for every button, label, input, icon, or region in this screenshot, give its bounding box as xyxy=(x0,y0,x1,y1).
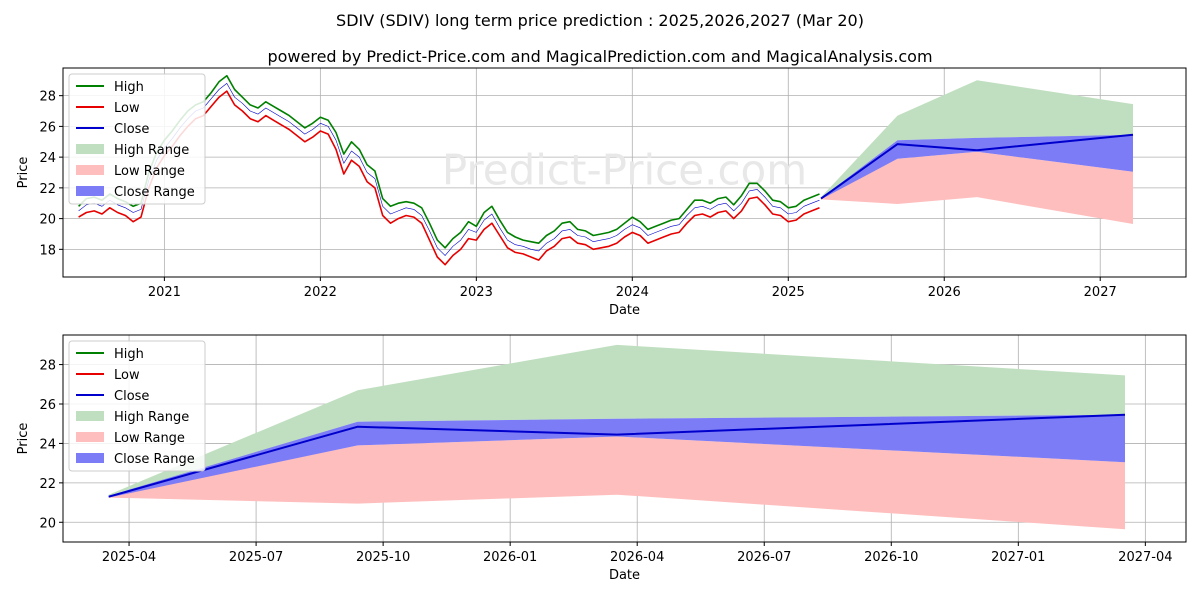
legend-swatch-close-range xyxy=(76,453,104,463)
y-tick-label: 26 xyxy=(39,120,56,135)
high-range-band xyxy=(108,344,1125,497)
legend-label: Low Range xyxy=(114,164,185,179)
legend-label: Close Range xyxy=(114,185,195,200)
legend-label: Close xyxy=(114,389,149,404)
legend-label: Close xyxy=(114,122,149,137)
close-range-band xyxy=(821,134,1133,200)
y-tick-label: 22 xyxy=(39,182,56,197)
x-tick-label: 2027-04 xyxy=(1118,550,1172,565)
legend-label: Close Range xyxy=(114,452,195,467)
x-tick-label: 2025-10 xyxy=(356,550,410,565)
y-tick-label: 26 xyxy=(39,398,56,413)
chart-subtitle: powered by Predict-Price.com and Magical… xyxy=(267,47,932,66)
legend: High Low Close High Range Low Range Close Ran… xyxy=(68,340,206,472)
bottom-chart-panel: Predict-Price.com2025-042025-072025-1020… xyxy=(16,334,1187,583)
legend-label: High Range xyxy=(114,143,189,158)
y-axis-label: Price xyxy=(16,423,31,455)
x-tick-label: 2026-04 xyxy=(610,550,664,565)
legend-label: Low xyxy=(114,101,140,116)
x-tick-label: 2026-01 xyxy=(483,550,537,565)
x-tick-label: 2026-10 xyxy=(864,550,918,565)
x-axis-label: Date xyxy=(609,303,640,318)
legend-label: High xyxy=(114,80,144,95)
y-tick-label: 24 xyxy=(39,151,56,166)
x-tick-label: 2022 xyxy=(304,285,337,300)
legend-label: Low xyxy=(114,368,140,383)
x-axis-label: Date xyxy=(609,568,640,583)
close-range-band xyxy=(108,414,1125,498)
legend: High Low Close High Range Low Range Close Ran… xyxy=(68,73,206,205)
legend-swatch-low-range xyxy=(76,432,104,442)
close-forecast-line xyxy=(820,133,1134,200)
y-axis-label: Price xyxy=(16,157,31,189)
legend-label: Low Range xyxy=(114,431,185,446)
y-tick-label: 28 xyxy=(39,359,56,374)
legend-label: High xyxy=(114,347,144,362)
low-range-band xyxy=(821,151,1133,224)
low-range-band xyxy=(108,436,1125,530)
chart-title: SDIV (SDIV) long term price prediction :… xyxy=(336,11,864,30)
legend-label: High Range xyxy=(114,410,189,425)
close-forecast-line xyxy=(108,413,1126,498)
y-tick-label: 28 xyxy=(39,90,56,105)
x-tick-label: 2026 xyxy=(928,285,961,300)
legend-swatch-high-range xyxy=(76,411,104,421)
legend-swatch-close-range xyxy=(76,186,104,196)
watermark-text: Predict-Price.com xyxy=(442,146,807,195)
high-range-band xyxy=(821,80,1133,199)
x-tick-label: 2027 xyxy=(1084,285,1117,300)
plot-frame xyxy=(62,67,1187,278)
x-tick-label: 2021 xyxy=(148,285,181,300)
x-tick-label: 2027-01 xyxy=(991,550,1045,565)
x-tick-label: 2024 xyxy=(616,285,649,300)
x-tick-label: 2025-07 xyxy=(229,550,283,565)
y-tick-label: 20 xyxy=(39,213,56,228)
y-tick-label: 22 xyxy=(39,477,56,492)
x-tick-label: 2026-07 xyxy=(737,550,791,565)
legend-swatch-low-range xyxy=(76,165,104,175)
y-tick-label: 18 xyxy=(39,243,56,258)
x-tick-label: 2025-04 xyxy=(102,550,156,565)
x-tick-label: 2023 xyxy=(460,285,493,300)
plot-frame xyxy=(62,334,1187,543)
y-tick-label: 20 xyxy=(39,516,56,531)
legend-swatch-high-range xyxy=(76,144,104,154)
y-tick-label: 24 xyxy=(39,437,56,452)
x-tick-label: 2025 xyxy=(772,285,805,300)
